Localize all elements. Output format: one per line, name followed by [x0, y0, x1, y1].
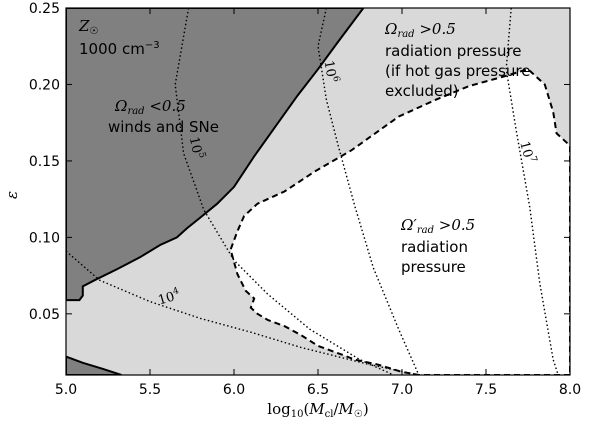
svg-text:Ωrad <0.5: Ωrad <0.5 [114, 97, 186, 117]
dark-winds-sne-region [66, 8, 365, 302]
x-tick-label: 5.5 [139, 382, 161, 398]
mass-contour-label: 107 [516, 139, 538, 165]
y-tick-label: 0.15 [29, 154, 60, 170]
mass-contour-line [505, 8, 559, 375]
y-tick-label: 0.20 [29, 77, 60, 93]
radiation-pressure-label: Ω′rad >0.5 radiation pressure [400, 216, 475, 276]
y-tick-label: 0.25 [29, 1, 60, 17]
svg-text:radiation pressure: radiation pressure [385, 42, 522, 60]
x-tick-label: 6.0 [223, 382, 245, 398]
white-radiation-pressure-region [229, 68, 570, 375]
svg-text:winds and SNe: winds and SNe [108, 118, 219, 136]
y-axis-ticks: 0.05 0.10 0.15 0.20 0.25 [29, 1, 570, 323]
y-tick-label: 0.10 [29, 230, 60, 246]
svg-text:excluded): excluded) [385, 82, 459, 100]
mass-contour-line [317, 8, 420, 375]
svg-text:Ωrad >0.5: Ωrad >0.5 [384, 20, 456, 40]
x-tick-label: 7.0 [391, 382, 413, 398]
svg-text:Ω′rad >0.5: Ω′rad >0.5 [400, 216, 475, 236]
x-tick-label: 5.0 [55, 382, 77, 398]
dark-bottom-band [66, 355, 122, 375]
x-tick-label: 7.5 [475, 382, 497, 398]
mass-contours: 104 105 106 107 [66, 8, 559, 375]
svg-text:(if hot gas pressure: (if hot gas pressure [385, 62, 531, 80]
x-axis-ticks: 5.0 5.5 6.0 6.5 7.0 7.5 8.0 [55, 8, 581, 398]
x-axis-label: log10(Mcl/M☉) [267, 400, 368, 420]
svg-text:pressure: pressure [401, 258, 466, 276]
y-tick-label: 0.05 [29, 307, 60, 323]
x-tick-label: 8.0 [559, 382, 581, 398]
mass-contour-label: 105 [186, 135, 207, 161]
svg-text:radiation: radiation [401, 238, 468, 256]
density-label: 1000 cm−3 [79, 40, 160, 58]
mass-contour-label: 104 [156, 286, 182, 309]
mass-contour-label: 106 [321, 59, 342, 84]
mass-contour-line [174, 8, 394, 375]
x-tick-label: 6.5 [307, 382, 329, 398]
y-axis-label: ε [3, 191, 21, 199]
